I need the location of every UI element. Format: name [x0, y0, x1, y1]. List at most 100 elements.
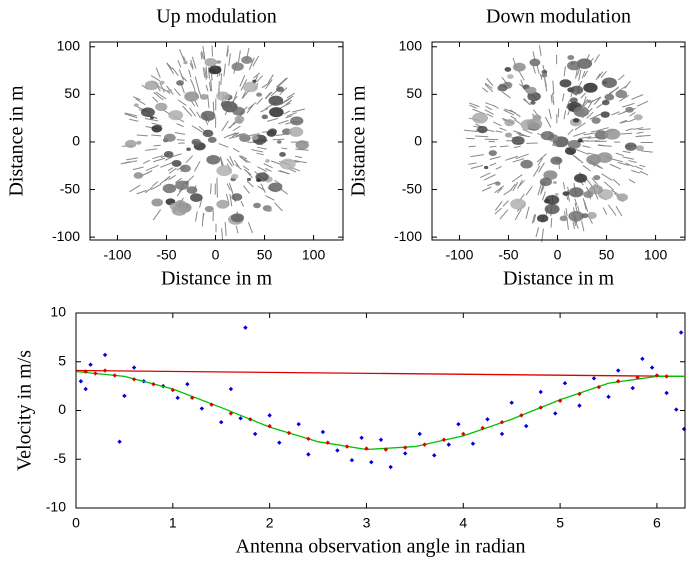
radar-streak: [591, 177, 599, 186]
radar-blob: [144, 80, 159, 91]
x-tick-label: 6: [653, 515, 661, 531]
radar-blob: [564, 147, 577, 155]
radar-blob: [171, 205, 187, 216]
point: [277, 440, 282, 445]
radar-blob: [536, 214, 549, 223]
radar-streak: [265, 167, 272, 172]
radar-streak: [155, 67, 161, 78]
point: [441, 437, 447, 442]
radar-streak: [544, 116, 552, 128]
radar-streak: [532, 165, 541, 177]
radar-blob: [574, 173, 588, 183]
point: [83, 386, 88, 392]
radar-blob: [276, 86, 284, 93]
radar-streak: [563, 110, 567, 120]
radar-blob: [601, 77, 617, 88]
radar-blob: [124, 139, 137, 148]
radar-streak: [495, 165, 502, 170]
radar-streak: [602, 207, 608, 215]
radar-streak: [256, 97, 263, 105]
point: [243, 325, 248, 330]
radar-streak: [293, 160, 307, 164]
radar-streak: [129, 118, 139, 122]
y-tick-label: 5: [58, 352, 66, 368]
y-axis-label: Distance in m: [6, 85, 28, 197]
radar-image: [463, 45, 653, 243]
radar-streak: [159, 82, 165, 93]
radar-blob: [633, 114, 643, 121]
radar-streak: [256, 143, 263, 146]
radar-blob: [176, 80, 184, 86]
point: [185, 381, 190, 387]
radar-blob: [184, 91, 199, 102]
radar-streak: [628, 160, 637, 164]
radar-blob: [483, 165, 489, 170]
radar-blob: [206, 155, 221, 165]
point: [606, 394, 611, 400]
radar-streak: [517, 179, 523, 189]
radar-blob: [279, 152, 286, 157]
radar-streak: [495, 130, 503, 133]
radar-streak: [579, 136, 592, 139]
x-axis-label: Antenna observation angle in radian: [236, 536, 526, 558]
point: [83, 369, 88, 374]
radar-streak: [155, 91, 167, 100]
radar-streak: [295, 155, 303, 159]
radar-streak: [150, 74, 161, 82]
radar-streak: [159, 175, 171, 185]
radar-streak: [277, 170, 290, 175]
radar-streak: [239, 74, 246, 87]
radar-streak: [597, 71, 604, 79]
radar-streak: [561, 93, 565, 102]
y-tick-label: 0: [58, 401, 66, 417]
radar-streak: [542, 191, 546, 201]
radar-streak: [224, 222, 227, 236]
radar-streak: [510, 183, 516, 191]
x-tick-label: 1: [169, 515, 177, 531]
radar-streak: [189, 107, 197, 117]
radar-streak: [489, 156, 501, 160]
radar-blob: [604, 93, 615, 101]
radar-streak: [575, 148, 589, 155]
radar-blob: [541, 69, 548, 75]
radar-streak: [518, 70, 525, 81]
radar-streak: [574, 122, 586, 131]
radar-streak: [251, 149, 264, 153]
radar-streak: [190, 59, 194, 68]
radar-streak: [586, 111, 594, 119]
x-tick-label: 0: [554, 247, 562, 263]
radar-streak: [620, 132, 633, 135]
radar-blob: [540, 130, 555, 141]
radar-streak: [209, 183, 212, 194]
radar-streak: [611, 158, 624, 163]
radar-streak: [482, 87, 489, 93]
radar-streak: [223, 63, 226, 77]
radar-streak: [619, 94, 630, 102]
point: [499, 431, 505, 437]
radar-streak: [525, 186, 533, 196]
radar-streak: [144, 186, 153, 194]
point: [524, 423, 529, 429]
radar-blob: [520, 159, 533, 169]
radar-streak: [565, 208, 568, 217]
radar-streak: [574, 198, 578, 206]
radar-streak: [641, 150, 653, 153]
radar-blob: [295, 140, 309, 150]
radar-streak: [590, 129, 601, 133]
radar-streak: [533, 214, 537, 223]
x-tick-label: 4: [459, 515, 467, 531]
radar-blob: [510, 198, 527, 210]
radar-blob: [504, 119, 515, 127]
radar-streak: [279, 87, 288, 95]
radar-streak: [578, 69, 582, 81]
radar-streak: [237, 50, 241, 63]
point: [557, 398, 563, 403]
radar-streak: [274, 202, 283, 212]
radar-blob: [268, 128, 277, 135]
radar-streak: [639, 164, 646, 168]
radar-streak: [611, 111, 620, 116]
radar-blob: [573, 106, 590, 118]
radar-streak: [232, 147, 240, 153]
radar-blob: [573, 91, 578, 95]
radar-image: [120, 45, 309, 240]
